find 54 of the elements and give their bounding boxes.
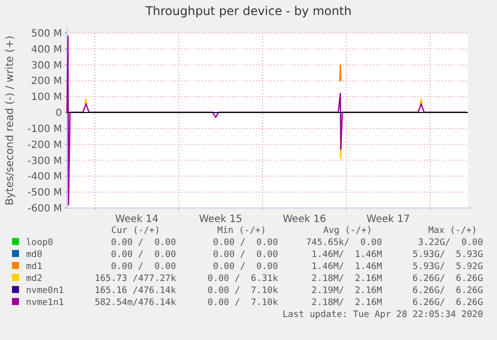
text: 2.19M/ 2.16M <box>312 286 383 296</box>
text: 0.00 / 0.00 <box>212 238 278 248</box>
text: 2.18M/ 2.16M <box>312 274 383 284</box>
text: 6.26G/ 6.26G <box>412 286 483 296</box>
y-tick-label: 300 M <box>31 60 62 72</box>
y-tick-label: -100 M <box>27 124 62 135</box>
text: 745.65k/ 0.00 <box>306 238 382 248</box>
y-tick-label: 500 M <box>31 28 62 40</box>
x-tick-label: Week 17 <box>366 214 410 225</box>
chart-title: Throughput per device - by month <box>144 4 352 18</box>
y-tick-label: 400 M <box>31 44 62 56</box>
text: 5.93G/ 5.92G <box>412 262 483 272</box>
text: Last update: Tue Apr 28 22:05:34 2020 <box>282 310 483 320</box>
y-tick-label: -500 M <box>27 188 62 199</box>
y-tick-label: -300 M <box>27 156 62 167</box>
y-axis-title: Bytes/second read (-) / write (+) <box>4 36 16 206</box>
text: Cur (-/+) <box>111 226 160 236</box>
text: 0.00 / 7.10k <box>208 286 279 296</box>
line-series <box>66 36 467 206</box>
text: 0.00 / 0.00 <box>212 250 278 260</box>
y-tick-label: 200 M <box>31 76 62 88</box>
text: 0.00 / 0.00 <box>110 250 176 260</box>
text: Max (-/+) <box>428 226 477 236</box>
text: 0.00 / 0.00 <box>110 238 176 248</box>
text: 6.26G/ 6.26G <box>412 274 483 284</box>
legend-label: md2 <box>26 274 42 284</box>
y-tick-label: -200 M <box>27 140 62 151</box>
text: 0.00 / 0.00 <box>212 262 278 272</box>
y-tick-label: -600 M <box>27 204 62 214</box>
legend-label: nvme1n1 <box>26 298 64 308</box>
legend-label: md0 <box>26 250 42 260</box>
y-tick-label: -400 M <box>27 172 62 183</box>
text: 165.16 /476.14k <box>94 286 177 296</box>
x-tick-label: Week 16 <box>282 214 326 225</box>
text: 0.00 / 7.10k <box>208 298 279 308</box>
text: 582.54m/476.14k <box>94 298 177 308</box>
text: 2.18M/ 2.16M <box>312 298 383 308</box>
legend-label: loop0 <box>26 238 54 248</box>
legend-label: md1 <box>26 262 42 272</box>
x-tick-label: Week 14 <box>115 214 158 225</box>
text: 1.46M/ 1.46M <box>312 250 383 260</box>
y-tick-label: 0 <box>56 108 62 120</box>
text: 0.00 / 6.31k <box>208 274 279 284</box>
text: 165.73 /477.27k <box>94 274 177 284</box>
y-tick-label: 100 M <box>31 92 62 104</box>
text: 5.93G/ 5.93G <box>412 250 483 260</box>
x-tick-label: Week 15 <box>198 214 242 225</box>
text: 0.00 / 0.00 <box>110 262 176 272</box>
legend-label: nvme0n1 <box>26 286 64 296</box>
text: 3.22G/ 0.00 <box>418 238 483 248</box>
text: Min (-/+) <box>217 226 266 236</box>
text: 6.26G/ 6.26G <box>412 298 483 308</box>
text: Avg (-/+) <box>323 226 372 236</box>
text: 1.46M/ 1.46M <box>312 262 383 272</box>
